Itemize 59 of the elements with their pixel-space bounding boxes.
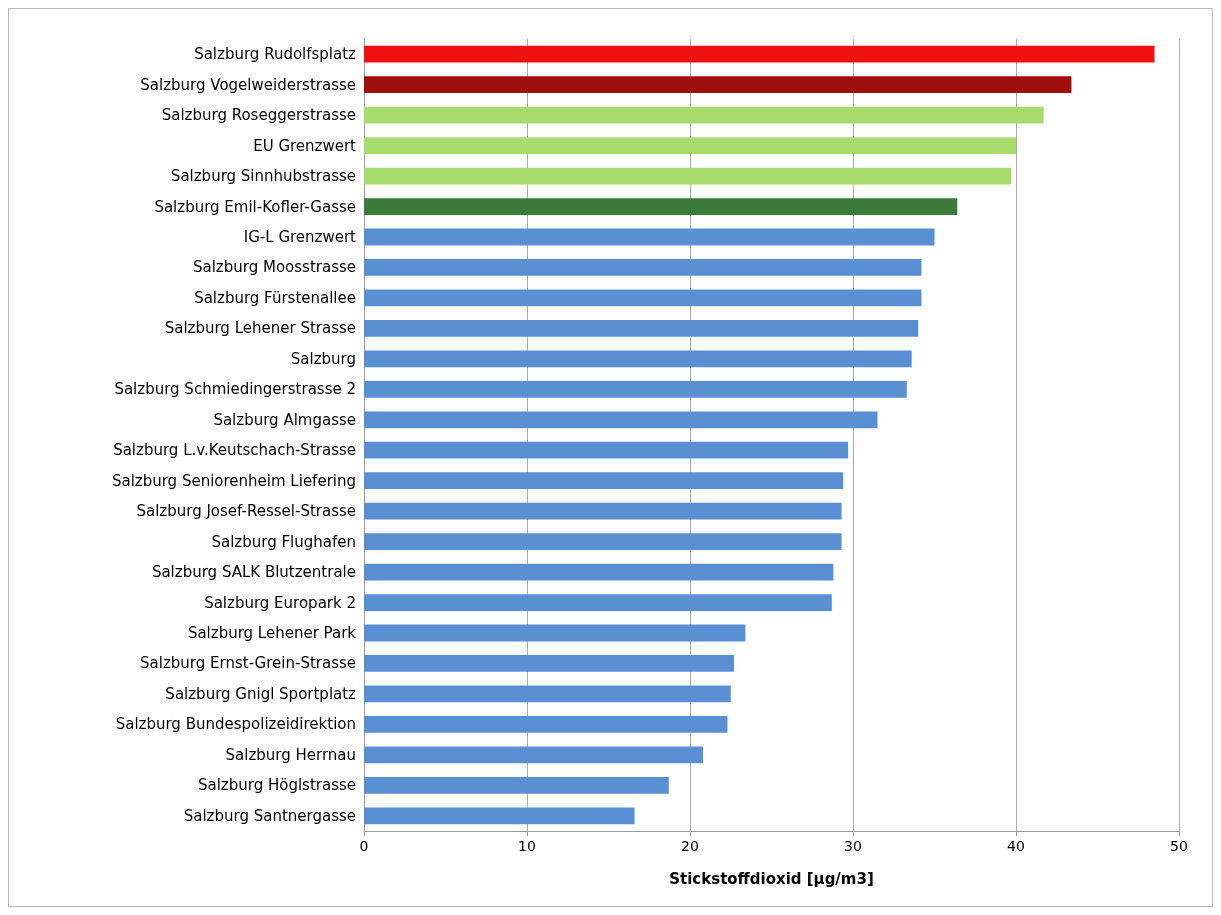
bar (364, 228, 935, 246)
y-tick-label: Salzburg Europark 2 (204, 593, 356, 612)
x-tick-label: 10 (518, 838, 536, 854)
y-tick-label: Salzburg Fürstenallee (194, 288, 356, 307)
y-tick-label: Salzburg Vogelweiderstrasse (140, 75, 356, 94)
bar (364, 624, 746, 642)
bar (364, 502, 842, 520)
y-tick-label: EU Grenzwert (253, 136, 357, 155)
bar (364, 350, 912, 368)
bar (364, 655, 735, 672)
x-tick-label: 0 (359, 838, 369, 854)
bar (364, 472, 844, 490)
bar (364, 746, 704, 764)
bar (364, 259, 922, 276)
y-tick-label: Salzburg Rudolfsplatz (194, 45, 357, 64)
bar (364, 380, 907, 398)
bar (364, 563, 834, 581)
y-tick-label: IG-L Grenzwert (243, 228, 357, 246)
y-tick-label: Salzburg Herrnau (225, 745, 356, 764)
x-tick-label: 40 (1007, 838, 1025, 854)
bar (364, 76, 1072, 94)
bar (364, 289, 922, 307)
y-tick-label: Salzburg Sinnhubstrasse (170, 167, 356, 186)
bar (364, 716, 728, 733)
y-tick-label: Salzburg Seniorenheim Liefering (111, 471, 356, 490)
y-tick-label: Salzburg Flughafen (211, 532, 356, 551)
y-tick-label: Salzburg Santnergasse (183, 806, 356, 825)
y-tick-label: Salzburg Lehener Strasse (164, 319, 356, 338)
x-tick-label: 50 (1170, 838, 1188, 854)
y-tick-label: Salzburg Lehener Park (187, 624, 357, 642)
y-tick-label: Salzburg (290, 349, 356, 368)
y-tick-label: Salzburg Josef-Ressel-Strasse (136, 502, 356, 521)
bar (364, 533, 842, 550)
bar (364, 807, 635, 825)
y-tick-label: Salzburg Gnigl Sportplatz (165, 684, 357, 703)
y-tick-label: Salzburg L.v.Keutschach-Strasse (113, 441, 356, 460)
bar (364, 685, 731, 703)
y-tick-label: Salzburg Roseggerstrasse (161, 106, 356, 125)
bar (364, 594, 832, 611)
y-tick-label: Salzburg Bundespolizeidirektion (115, 715, 356, 734)
y-tick-label: Salzburg Almgasse (213, 410, 356, 429)
y-tick-label: Salzburg Schmiedingerstrasse 2 (114, 380, 356, 399)
y-tick-label: Salzburg Höglstrasse (197, 776, 356, 795)
bar (364, 776, 669, 794)
y-tick-label: Salzburg SALK Blutzentrale (151, 563, 356, 582)
bar (364, 411, 878, 429)
x-axis-title: Stickstoffdioxid [µg/m3] (669, 869, 874, 888)
bar (364, 198, 958, 215)
y-tick-label: Salzburg Emil-Kofler-Gasse (154, 197, 356, 216)
bar (364, 441, 849, 459)
bar (364, 320, 919, 337)
bar (364, 106, 1044, 124)
bar (364, 45, 1155, 63)
bar (364, 137, 1016, 154)
y-tick-label: Salzburg Ernst-Grein-Strasse (140, 654, 356, 673)
bar (364, 167, 1012, 185)
y-tick-label: Salzburg Moosstrasse (192, 258, 356, 277)
x-tick-label: 30 (844, 838, 862, 854)
x-tick-label: 20 (681, 838, 699, 854)
